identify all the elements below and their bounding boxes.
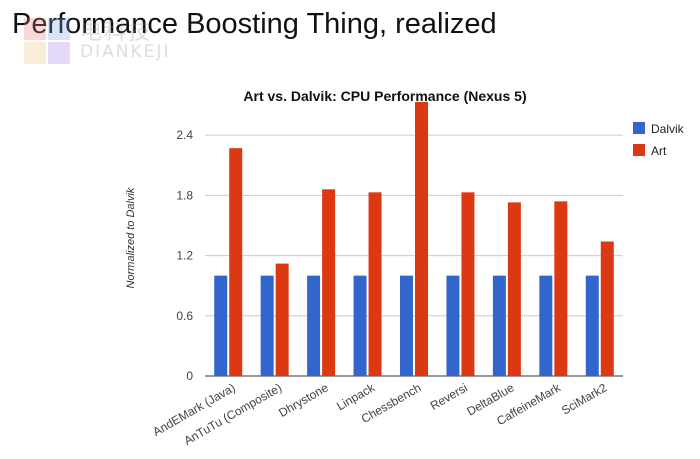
bar-dalvik xyxy=(307,275,321,376)
y-tick-label: 0.6 xyxy=(176,309,193,323)
watermark: 电科技 DIANKEJI xyxy=(22,14,182,74)
x-tick-label: Reversi xyxy=(428,380,470,412)
bar-art xyxy=(415,102,428,377)
y-tick-label: 2.4 xyxy=(176,128,193,142)
bar-dalvik xyxy=(400,275,413,376)
bar-dalvik xyxy=(353,275,367,376)
legend-label-art: Art xyxy=(651,144,667,158)
y-tick-label: 1.2 xyxy=(176,249,193,263)
bar-art xyxy=(554,201,568,376)
legend-swatch-dalvik xyxy=(633,122,645,134)
bar-dalvik xyxy=(446,275,460,376)
bar-dalvik xyxy=(585,275,599,376)
chart-title: Art vs. Dalvik: CPU Performance (Nexus 5… xyxy=(243,88,526,104)
bar-art xyxy=(322,189,336,376)
y-tick-label: 1.8 xyxy=(176,188,193,202)
y-axis-label: Normalized to Dalvik xyxy=(125,187,137,288)
bar-dalvik xyxy=(260,275,274,376)
watermark-logo-icon xyxy=(24,18,70,64)
watermark-text-cn: 电科技 xyxy=(80,20,153,45)
watermark-text-en: DIANKEJI xyxy=(80,42,171,62)
bar-dalvik xyxy=(492,275,506,376)
bar-dalvik xyxy=(214,275,228,376)
x-tick-label: Dhrystone xyxy=(276,380,331,420)
bar-art xyxy=(461,192,475,376)
slide-title: Performance Boosting Thing, realized xyxy=(12,8,497,40)
bar-art xyxy=(600,241,614,376)
x-tick-label: SciMark2 xyxy=(559,380,610,417)
legend-swatch-art xyxy=(633,144,645,156)
bar-art xyxy=(229,148,243,376)
bar-art xyxy=(368,192,382,376)
bar-art xyxy=(275,263,289,376)
y-tick-label: 0 xyxy=(186,369,193,383)
bar-art xyxy=(507,202,521,376)
bar-dalvik xyxy=(539,275,553,376)
legend-label-dalvik: Dalvik xyxy=(651,122,685,136)
